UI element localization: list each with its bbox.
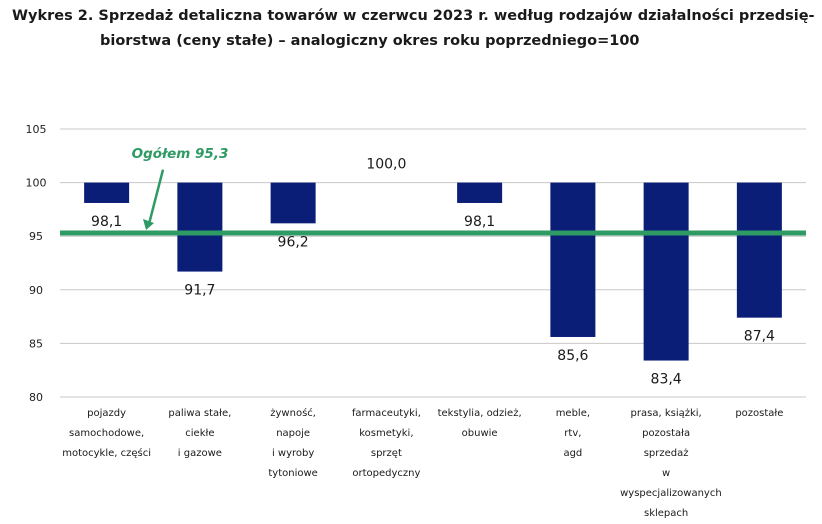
category-label: tekstylia, odzież, obuwie <box>434 404 526 444</box>
category-label-line: i gazowe <box>177 448 222 459</box>
data-label: 83,4 <box>651 372 682 388</box>
category-label-line: motocykle, części <box>62 448 152 459</box>
annotation-arrow-shaft <box>147 169 165 225</box>
data-label: 100,0 <box>366 157 406 173</box>
category-label-line: prasa, książki, <box>630 408 702 419</box>
category-label-line: i wyroby <box>271 448 315 459</box>
bar <box>643 182 689 361</box>
category-label: prasa, książki, pozostała sprzedaż w wyspe… <box>620 404 722 524</box>
y-tick-label: 100 <box>26 177 47 190</box>
data-label: 98,1 <box>91 214 122 230</box>
data-label: 91,7 <box>184 283 215 299</box>
reference-line-label: Ogółem 95,3 <box>132 146 229 162</box>
chart-title-line-1: Wykres 2. Sprzedaż detaliczna towarów w … <box>12 8 815 24</box>
chart-title-line-2: biorstwa (ceny stałe) – analogiczny okre… <box>100 33 640 49</box>
bar-chart: 80 85 90 95 100 105 98,1 91,7 96,2 100,0 98,1 85,6 8… <box>26 123 806 404</box>
y-tick-label: 105 <box>26 123 47 136</box>
y-tick-label: 85 <box>29 337 43 350</box>
category-label: farmaceutyki, kosmetyki, sprzęt ortopedyczn… <box>340 404 432 484</box>
category-label-line: pozostała sprzedaż <box>642 428 691 459</box>
category-label: pojazdy samochodowe, motocykle, części <box>61 404 153 464</box>
y-tick-label: 80 <box>29 391 43 404</box>
category-label: pozostałe <box>713 404 805 424</box>
category-label-line: tekstylia, odzież, <box>437 408 522 419</box>
category-label: meble, rtv, agd <box>527 404 619 464</box>
category-label-line: samochodowe, <box>69 428 145 439</box>
data-label: 96,2 <box>278 234 309 250</box>
category-label-line: pozostałe <box>735 408 784 419</box>
bar <box>270 182 316 224</box>
category-label-line: sklepach <box>644 508 689 519</box>
category-label-line: farmaceutyki, <box>351 408 421 419</box>
y-tick-label: 95 <box>29 230 43 243</box>
bar <box>84 182 130 203</box>
bar <box>736 182 782 318</box>
category-label-line: żywność, <box>270 408 316 419</box>
category-label-line: meble, <box>555 408 591 419</box>
y-tick-label: 90 <box>29 284 43 297</box>
data-label: 87,4 <box>744 329 775 345</box>
category-label-line: pojazdy <box>87 408 127 419</box>
category-label-line: kosmetyki, <box>359 428 414 439</box>
category-label-line: napoje <box>276 428 311 439</box>
bar <box>550 182 596 337</box>
category-label: paliwa stałe, ciekłe i gazowe <box>154 404 246 464</box>
category-label-line: w wyspecjalizowanych <box>620 468 722 499</box>
category-label-line: sprzęt <box>370 448 402 459</box>
data-label: 85,6 <box>557 348 588 364</box>
category-label-line: ciekłe <box>185 428 215 439</box>
annotation-arrow-head <box>143 218 154 230</box>
bar <box>177 182 223 272</box>
category-label-line: ortopedyczny <box>352 468 421 479</box>
category-label-line: obuwie <box>461 428 498 439</box>
category-label: żywność, napoje i wyroby tytoniowe <box>247 404 339 484</box>
category-label-line: rtv, <box>564 428 582 439</box>
bar <box>457 182 503 203</box>
data-label: 98,1 <box>464 214 495 230</box>
chart-title: Wykres 2. Sprzedaż detaliczna towarów w … <box>12 4 817 54</box>
category-label-line: paliwa stałe, <box>168 408 232 419</box>
category-label-line: agd <box>563 448 583 459</box>
category-label-line: tytoniowe <box>268 468 318 479</box>
